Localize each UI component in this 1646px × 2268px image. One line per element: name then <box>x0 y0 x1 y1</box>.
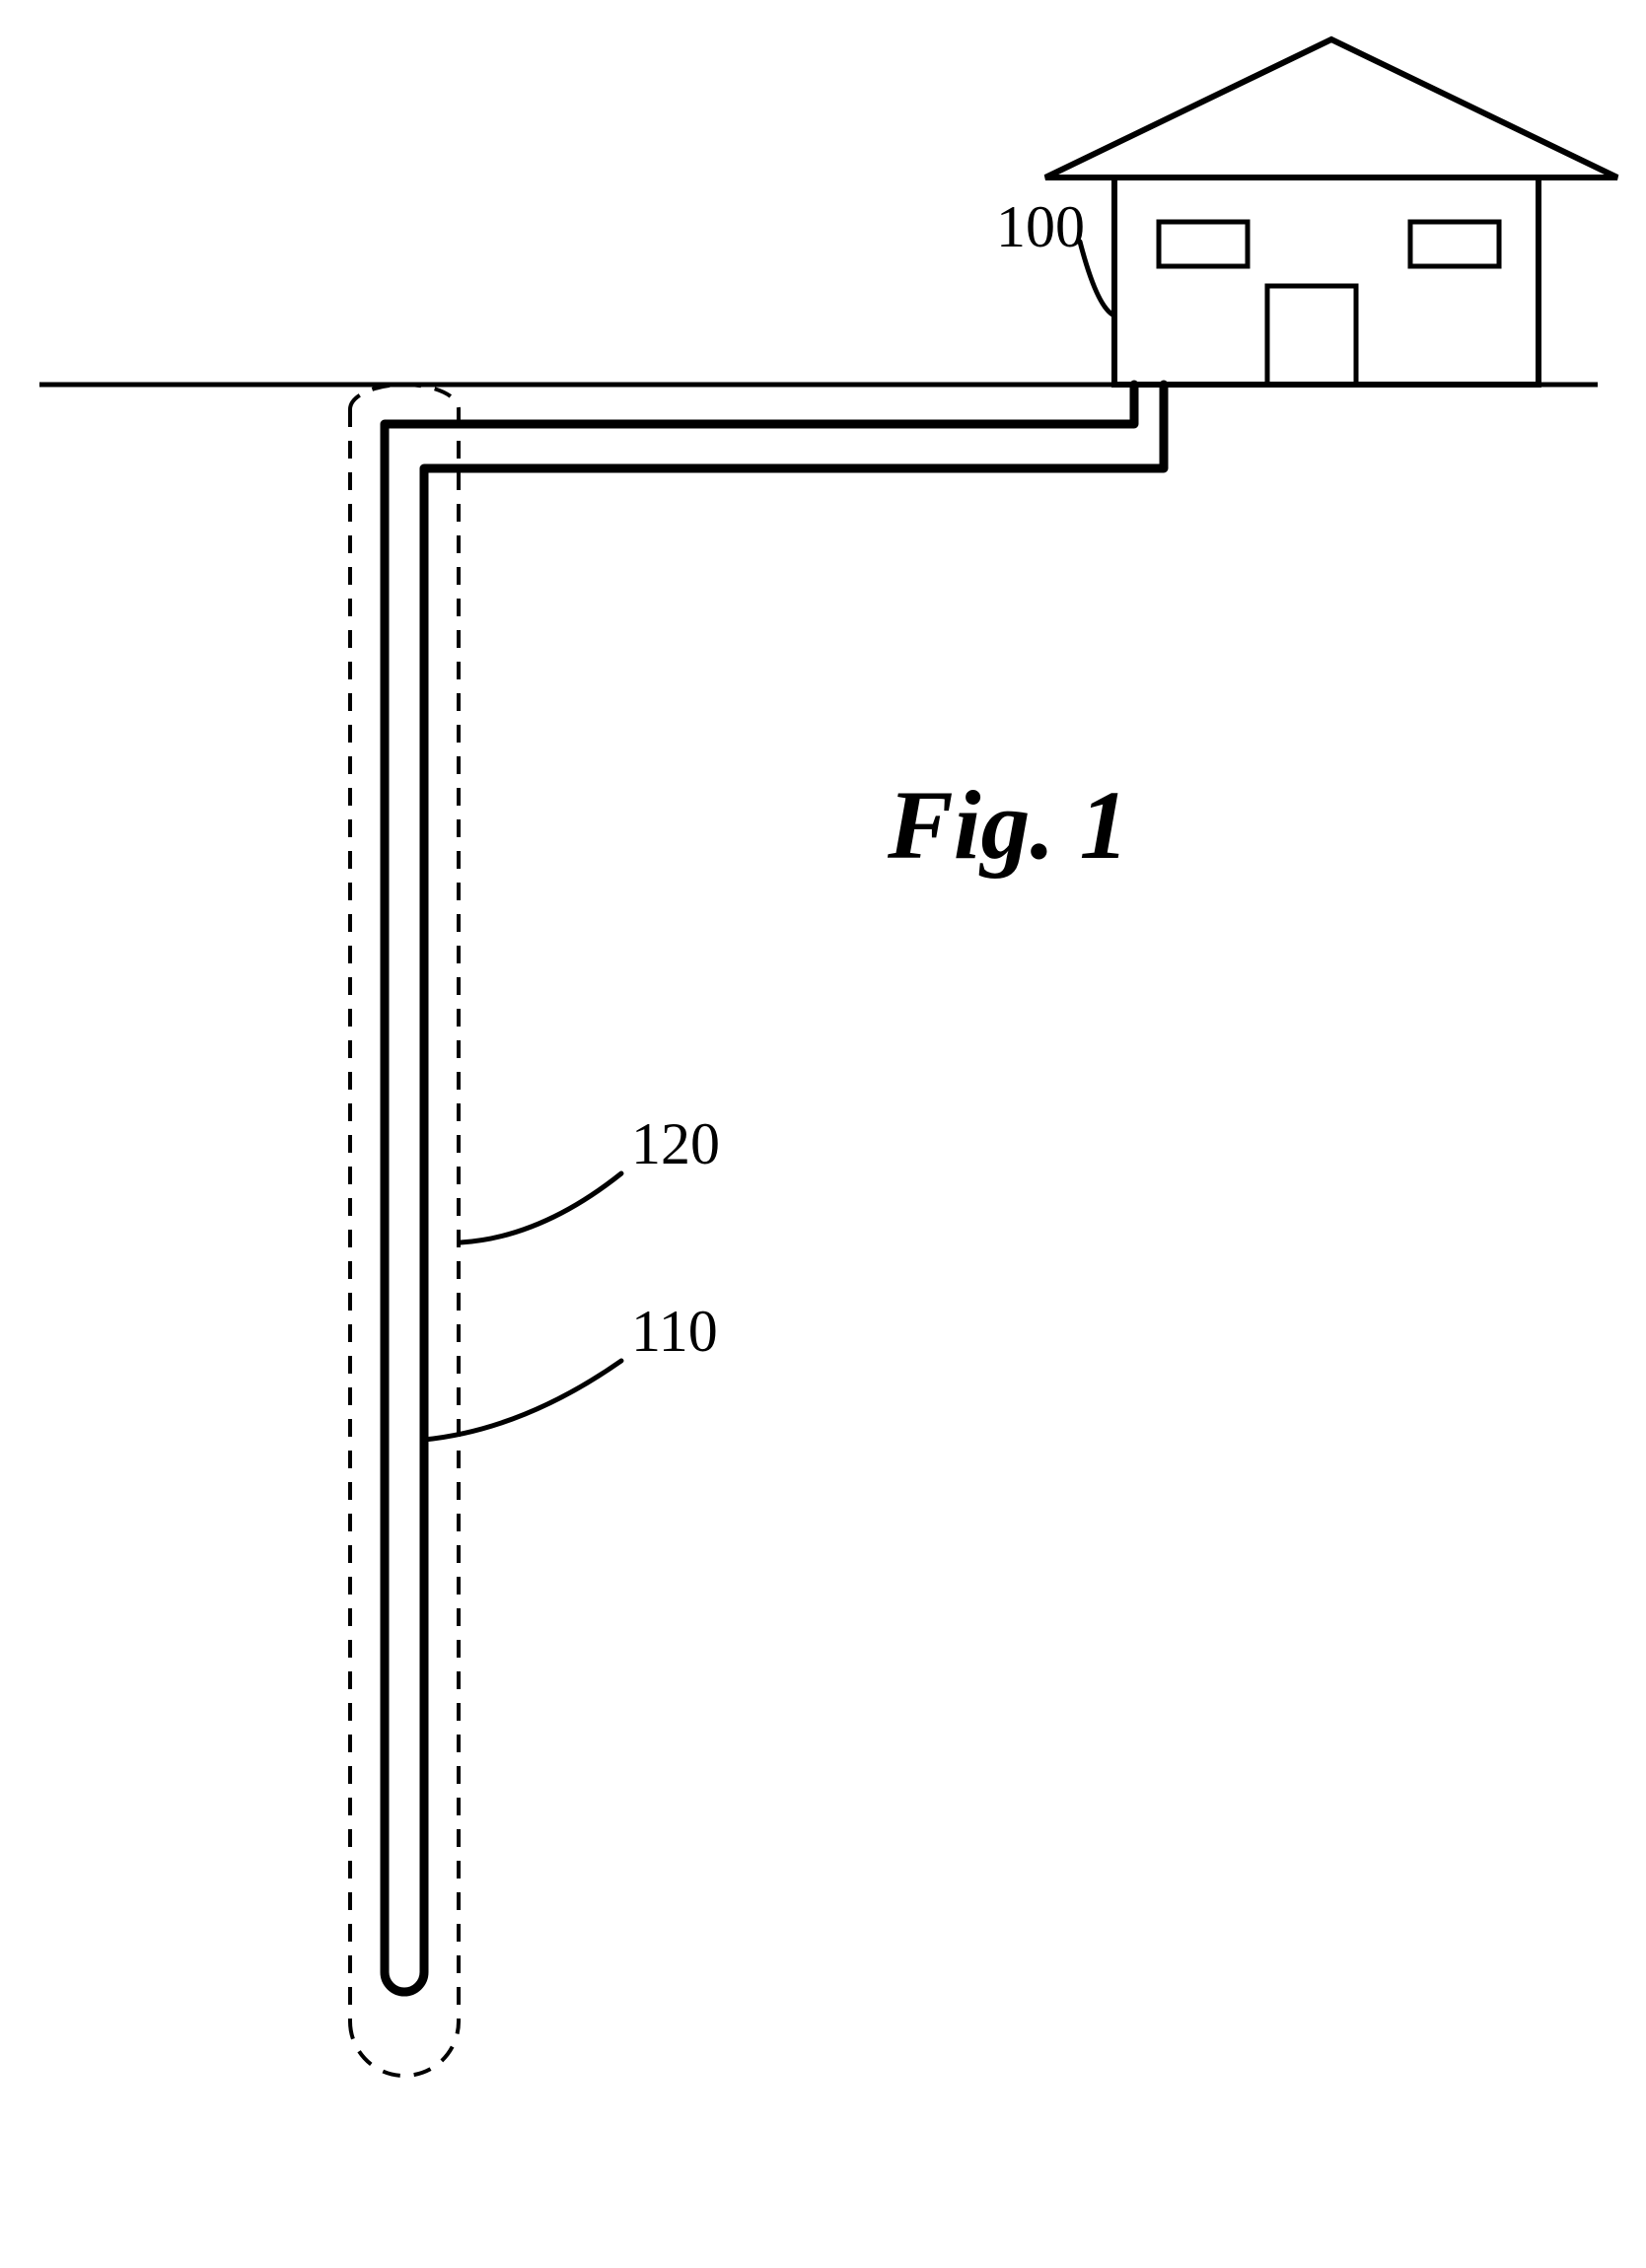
pipe-loop <box>385 385 1164 1992</box>
ref-borehole: 120 <box>631 1111 720 1176</box>
borehole-bottom-cap <box>350 2021 459 2076</box>
house-body <box>1114 177 1539 385</box>
callout-loop-leader <box>424 1361 621 1440</box>
house-door <box>1267 286 1356 385</box>
house-window-right <box>1410 222 1499 266</box>
callout-borehole-leader <box>461 1173 621 1242</box>
callout-house-leader <box>1080 242 1114 316</box>
ref-loop: 110 <box>631 1299 718 1364</box>
ref-house: 100 <box>996 194 1085 259</box>
house-window-left <box>1159 222 1248 266</box>
house-roof <box>1045 39 1617 177</box>
figure-label: Fig. 1 <box>887 770 1128 880</box>
borehole-top-cap <box>350 385 459 409</box>
